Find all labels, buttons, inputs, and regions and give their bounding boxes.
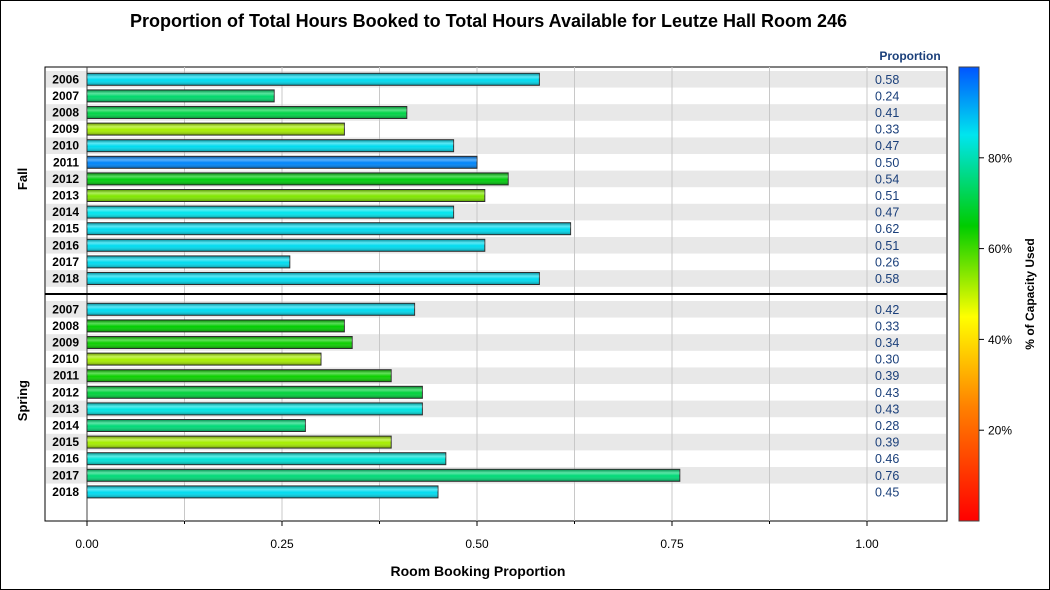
category-label: 2015 <box>52 222 79 236</box>
group-label: Spring <box>15 380 30 421</box>
category-label: 2014 <box>52 205 79 219</box>
value-label: 0.58 <box>875 73 899 87</box>
bar-shade <box>87 222 571 235</box>
value-label: 0.30 <box>875 353 899 367</box>
value-label: 0.26 <box>875 255 899 269</box>
category-label: 2016 <box>52 238 79 252</box>
value-label: 0.34 <box>875 336 899 350</box>
bar-shade <box>87 123 345 136</box>
bar-shade <box>87 139 454 152</box>
bar-shade <box>87 106 407 119</box>
bar-shade <box>87 272 540 285</box>
bar-shade <box>87 156 477 169</box>
bar-shade <box>87 172 509 185</box>
category-label: 2016 <box>52 452 79 466</box>
value-label: 0.51 <box>875 189 899 203</box>
chart-title: Proportion of Total Hours Booked to Tota… <box>129 11 848 31</box>
colorbar-tick-label: 80% <box>988 151 1012 165</box>
value-label: 0.54 <box>875 172 899 186</box>
value-label: 0.39 <box>875 369 899 383</box>
colorbar <box>958 66 980 522</box>
value-label: 0.45 <box>875 485 899 499</box>
x-tick-label: 0.00 <box>75 537 99 551</box>
value-label: 0.28 <box>875 419 899 433</box>
value-label: 0.46 <box>875 452 899 466</box>
x-tick-label: 1.00 <box>855 537 879 551</box>
bar-shade <box>87 402 423 415</box>
value-label: 0.43 <box>875 386 899 400</box>
category-label: 2013 <box>52 402 79 416</box>
bar-shade <box>87 255 290 268</box>
x-axis-label: Room Booking Proportion <box>391 563 566 579</box>
category-label: 2009 <box>52 122 79 136</box>
category-label: 2010 <box>52 139 79 153</box>
value-label: 0.41 <box>875 106 899 120</box>
colorbar-tick-label: 20% <box>988 424 1012 438</box>
value-label: 0.33 <box>875 319 899 333</box>
value-label: 0.47 <box>875 206 899 220</box>
value-label: 0.58 <box>875 272 899 286</box>
value-label: 0.50 <box>875 156 899 170</box>
bar-shade <box>87 436 392 449</box>
category-label: 2011 <box>53 369 79 383</box>
colorbar-tick-label: 60% <box>988 242 1012 256</box>
x-tick-label: 0.50 <box>465 537 489 551</box>
bar-shade <box>87 369 392 382</box>
value-label: 0.24 <box>875 89 899 103</box>
category-label: 2013 <box>52 189 79 203</box>
bar-shade <box>87 89 275 102</box>
x-tick-label: 0.75 <box>660 537 684 551</box>
bar-shade <box>87 386 423 399</box>
value-label: 0.47 <box>875 139 899 153</box>
value-label: 0.33 <box>875 123 899 137</box>
bar-shade <box>87 73 540 86</box>
category-label: 2014 <box>52 419 79 433</box>
group-label: Fall <box>15 168 30 190</box>
category-label: 2008 <box>52 106 79 120</box>
bar-shade <box>87 189 485 202</box>
value-label: 0.76 <box>875 469 899 483</box>
category-label: 2018 <box>52 272 79 286</box>
category-label: 2006 <box>52 72 79 86</box>
category-label: 2017 <box>52 468 79 482</box>
value-column-header: Proportion <box>879 49 940 63</box>
category-label: 2015 <box>52 435 79 449</box>
bar-shade <box>87 353 321 366</box>
category-label: 2009 <box>52 336 79 350</box>
category-label: 2012 <box>52 385 79 399</box>
bar-shade <box>87 485 438 498</box>
category-label: 2008 <box>52 319 79 333</box>
category-label: 2018 <box>52 485 79 499</box>
category-label: 2012 <box>52 172 79 186</box>
bar-shade <box>87 206 454 219</box>
category-label: 2011 <box>53 155 79 169</box>
bar-shade <box>87 336 353 349</box>
bar-shade <box>87 419 306 432</box>
value-label: 0.51 <box>875 239 899 253</box>
value-label: 0.39 <box>875 436 899 450</box>
category-label: 2010 <box>52 352 79 366</box>
x-tick-label: 0.25 <box>270 537 294 551</box>
bar-shade <box>87 452 446 465</box>
colorbar-tick-label: 40% <box>988 333 1012 347</box>
value-label: 0.42 <box>875 303 899 317</box>
category-label: 2007 <box>52 302 79 316</box>
bar-shade <box>87 469 680 482</box>
category-label: 2007 <box>52 89 79 103</box>
category-label: 2017 <box>52 255 79 269</box>
bar-shade <box>87 303 415 316</box>
value-label: 0.43 <box>875 402 899 416</box>
value-label: 0.62 <box>875 222 899 236</box>
bar-shade <box>87 239 485 252</box>
colorbar-label: % of Capacity Used <box>1023 238 1037 349</box>
bar-shade <box>87 319 345 332</box>
